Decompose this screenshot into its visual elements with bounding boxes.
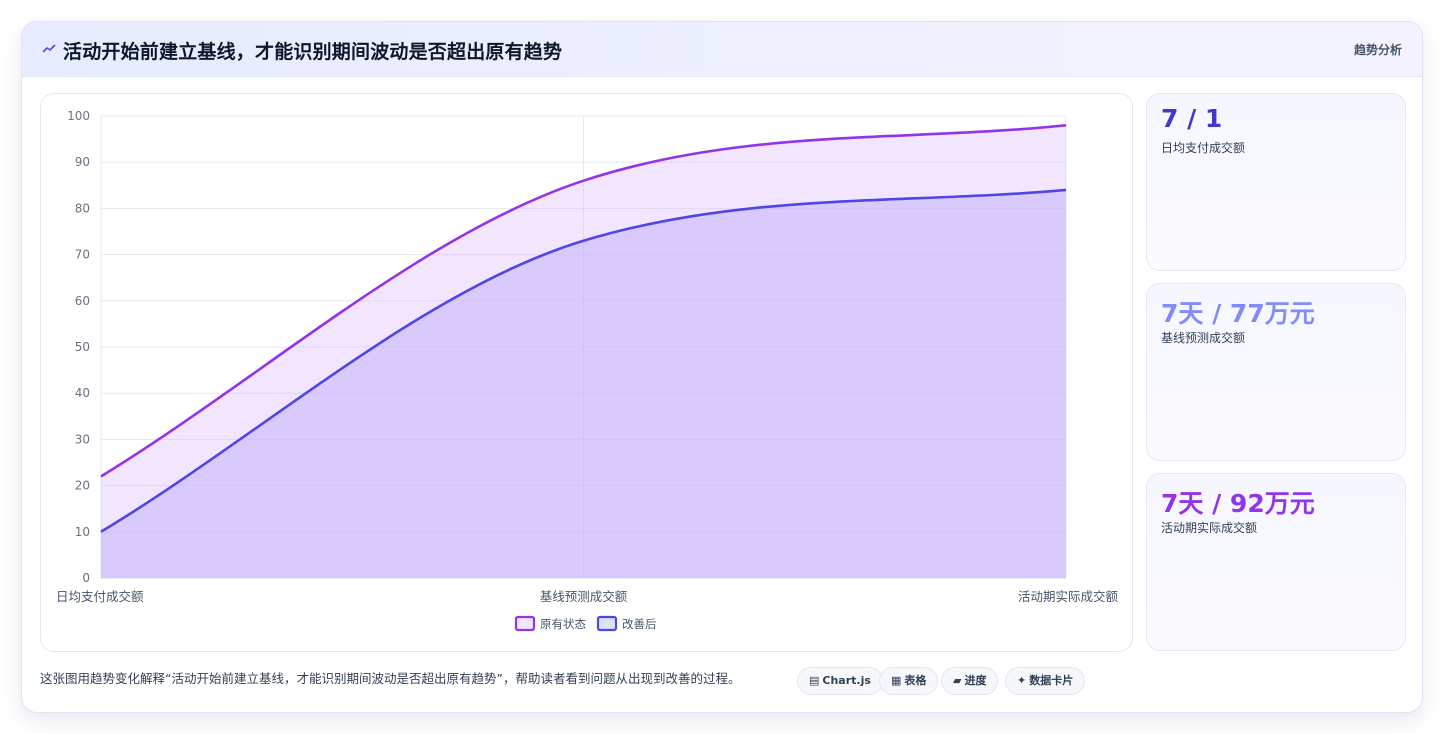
legend-label: 原有状态 (540, 617, 586, 631)
y-tick-label: 10 (75, 525, 90, 539)
stat-label: 基线预测成交额 (1161, 331, 1246, 345)
progress-icon: ▰ (953, 674, 962, 687)
progress-pill[interactable]: ▰ 进度 (941, 667, 999, 695)
y-tick-label: 0 (82, 571, 90, 585)
page-title: 活动开始前建立基线，才能识别期间波动是否超出原有趋势 (63, 41, 563, 63)
series-line-1 (100, 123, 1067, 478)
stat-value: 7 / 1 (1161, 104, 1223, 133)
x-tick-label: 日均支付成交额 (56, 589, 144, 604)
y-tick-label: 60 (75, 294, 90, 308)
data-card-pill[interactable]: ✦ 数据卡片 (1005, 667, 1086, 695)
area-chart: 0 10 20 30 40 50 60 70 80 90 100 日均支付成交额 基线预测成交额 活动期实… (56, 109, 1119, 632)
y-tick-label: 80 (75, 201, 90, 215)
pill-label: Chart.js (822, 674, 871, 687)
stat-value: 7天 / 77万元 (1161, 299, 1315, 328)
card-header: 活动开始前建立基线，才能识别期间波动是否超出原有趋势 趋势分析 (22, 22, 1422, 77)
y-tick-label: 30 (75, 432, 90, 446)
y-tick-label: 90 (75, 155, 90, 169)
header-tag[interactable]: 趋势分析 (1353, 43, 1402, 57)
pill-label: 进度 (964, 674, 987, 687)
pill-label: 表格 (904, 674, 927, 687)
stat-card-1: 7 / 1 日均支付成交额 (1146, 93, 1406, 271)
table-pill[interactable]: ▦ 表格 (879, 667, 939, 695)
legend-label: 改善后 (622, 617, 657, 631)
chart-icon: ▤ (809, 674, 820, 687)
series-line-2 (100, 188, 1067, 533)
stat-label: 日均支付成交额 (1161, 141, 1246, 155)
sparkle-icon: ✦ (1017, 674, 1027, 687)
y-tick-label: 40 (75, 386, 90, 400)
x-tick-label: 活动期实际成交额 (1018, 589, 1119, 604)
stat-value: 7天 / 92万元 (1161, 489, 1315, 518)
legend-swatch (514, 615, 536, 632)
table-icon: ▦ (891, 674, 902, 687)
chartjs-pill[interactable]: ▤ Chart.js (797, 667, 883, 695)
x-tick-label: 基线预测成交额 (540, 589, 628, 604)
chart-description: 这张图用趋势变化解释“活动开始前建立基线，才能识别期间波动是否超出原有趋势”，帮… (40, 671, 741, 686)
chart-panel: 0 10 20 30 40 50 60 70 80 90 100 日均支付成交额 基线预测成交额 活动期实… (40, 93, 1133, 652)
legend-swatch (596, 615, 618, 632)
trend-line-icon (42, 44, 56, 53)
chart-card: 活动开始前建立基线，才能识别期间波动是否超出原有趋势 趋势分析 0 10 20 30 4… (21, 21, 1423, 713)
pill-label: 数据卡片 (1029, 674, 1074, 687)
y-tick-label: 100 (67, 109, 90, 123)
stat-label: 活动期实际成交额 (1161, 521, 1258, 535)
y-tick-label: 70 (75, 248, 90, 262)
stat-card-3: 7天 / 92万元 活动期实际成交额 (1146, 473, 1406, 651)
y-tick-label: 50 (75, 340, 90, 354)
y-tick-label: 20 (75, 479, 90, 493)
stat-card-2: 7天 / 77万元 基线预测成交额 (1146, 283, 1406, 461)
series-area-2 (101, 189, 1066, 579)
